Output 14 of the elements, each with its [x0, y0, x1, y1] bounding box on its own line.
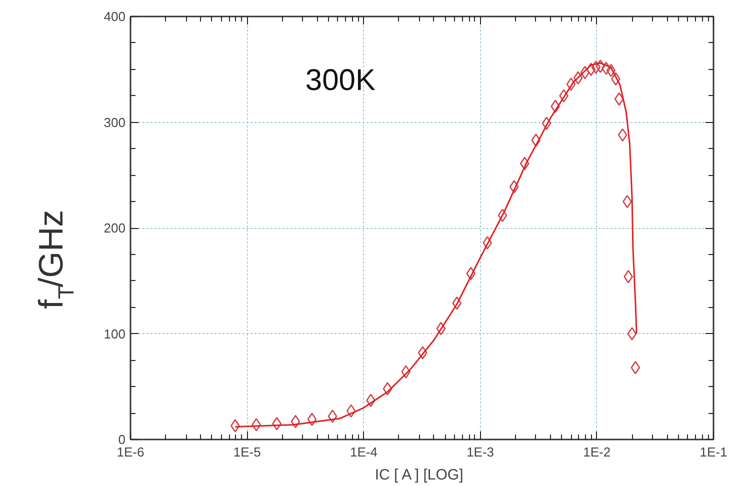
x-tick-label: 1E-2	[583, 444, 611, 460]
annotation: 300K	[305, 64, 376, 97]
y-tick-label: 0	[118, 432, 126, 447]
x-tick-label: 1E-4	[350, 444, 378, 460]
x-tick-label: 1E-6	[116, 444, 144, 460]
y-tick-label: 300	[104, 114, 126, 130]
x-tick-label: 1E-5	[233, 444, 261, 460]
y-tick-label: 100	[104, 326, 126, 342]
y-tick-label: 400	[104, 9, 126, 24]
y-tick-label: 200	[104, 220, 126, 236]
x-tick-label: 1E-3	[466, 444, 494, 460]
x-tick-label: 1E-1	[700, 444, 728, 460]
y-axis-title: fT/GHz	[32, 210, 78, 309]
x-axis-title: IC [ A ] [LOG]	[374, 466, 464, 484]
